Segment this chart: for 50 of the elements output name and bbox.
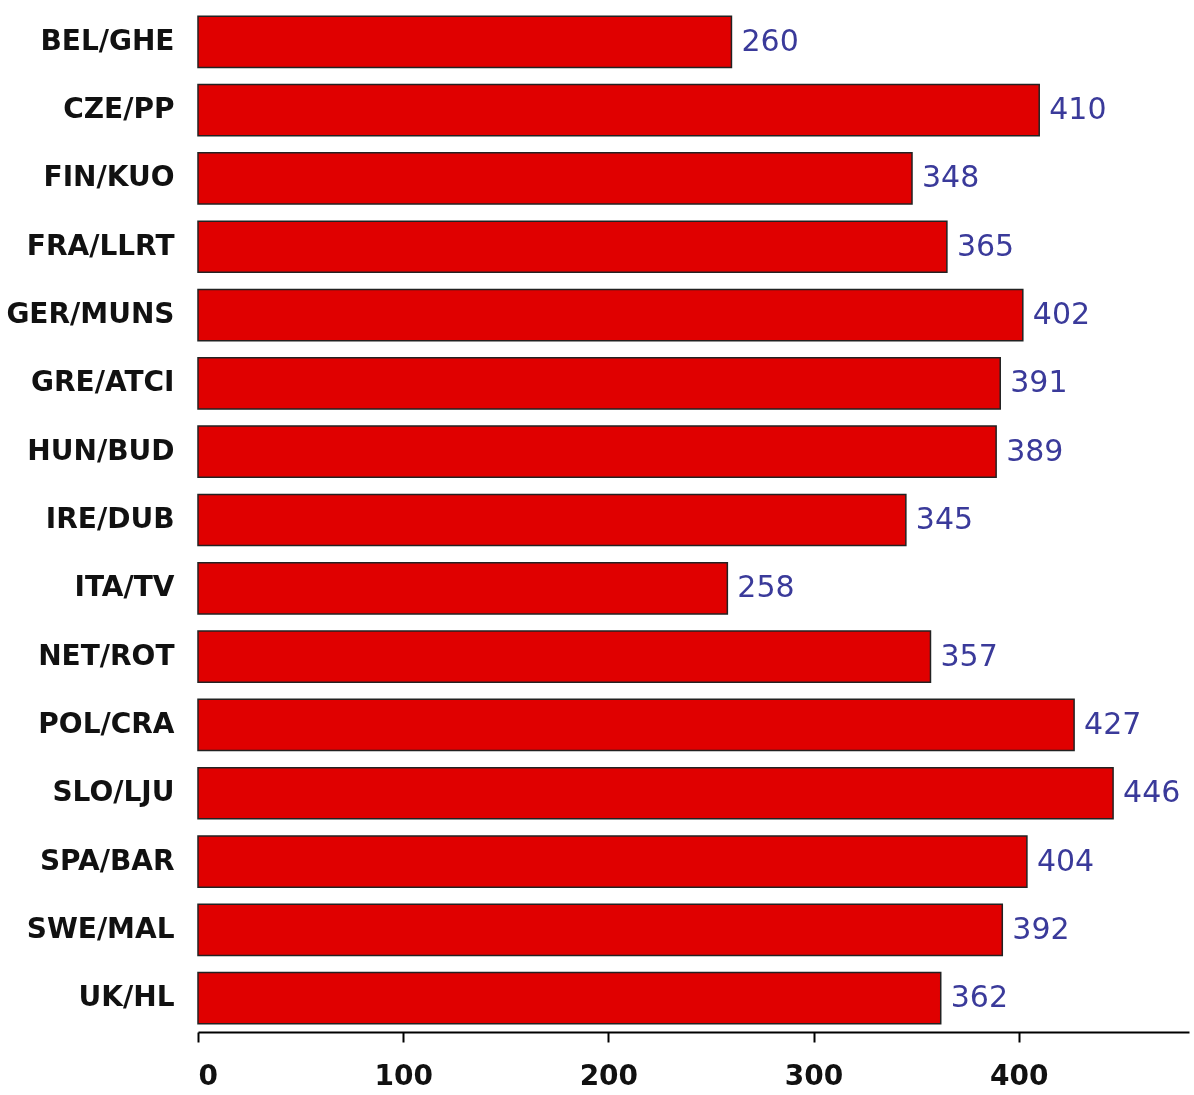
y-tick-label: FIN/KUO	[43, 160, 175, 194]
data-label: 427	[1084, 705, 1142, 741]
bar	[197, 903, 1004, 957]
data-label: 446	[1123, 774, 1181, 810]
y-tick-label: NET/ROT	[38, 638, 175, 672]
y-tick-label: IRE/DUB	[45, 502, 175, 535]
bar	[197, 971, 942, 1025]
y-tick-label: POL/CRA	[38, 706, 175, 740]
data-label: 392	[1012, 910, 1070, 946]
data-label: 404	[1036, 842, 1095, 878]
y-tick-label: ITA/TV	[74, 570, 175, 604]
bar	[197, 83, 1040, 137]
bar	[197, 630, 932, 683]
data-label: 258	[737, 569, 795, 605]
bar	[197, 220, 948, 274]
bar	[197, 15, 733, 69]
data-label: 362	[950, 979, 1008, 1015]
x-tick-label: 300	[784, 1058, 844, 1092]
data-label: 365	[956, 227, 1015, 263]
bar	[197, 561, 729, 615]
data-label: 402	[1032, 296, 1091, 332]
data-label: 345	[915, 501, 974, 536]
y-tick-label: HUN/BUD	[27, 433, 175, 467]
y-tick-label: SPA/BAR	[39, 843, 175, 877]
bar	[197, 698, 1075, 752]
bar	[197, 425, 997, 479]
y-tick-label: CZE/PP	[63, 92, 175, 126]
y-tick-label: SWE/MAL	[26, 911, 175, 945]
x-tick-label: 200	[579, 1058, 639, 1092]
bar	[197, 152, 913, 205]
y-tick-label: GER/MUNS	[6, 297, 175, 331]
x-tick-label: 400	[989, 1058, 1049, 1092]
bar	[197, 357, 1001, 410]
x-tick-label: 0	[198, 1058, 218, 1092]
data-label: 410	[1049, 91, 1107, 127]
bar	[197, 493, 907, 547]
bar	[197, 835, 1028, 888]
y-tick-label: GRE/ATCI	[31, 365, 175, 399]
bar	[197, 288, 1024, 342]
data-label: 391	[1010, 364, 1068, 400]
y-tick-label: SLO/LJU	[52, 775, 175, 809]
y-tick-label: FRA/LLRT	[26, 228, 175, 262]
data-label: 348	[922, 159, 980, 195]
y-tick-label: UK/HL	[78, 980, 175, 1014]
data-label: 389	[1006, 432, 1064, 468]
data-label: 357	[940, 637, 998, 673]
bar	[197, 766, 1114, 820]
y-tick-label: BEL/GHE	[40, 23, 175, 57]
data-label: 260	[741, 22, 799, 58]
x-tick-label: 100	[374, 1058, 433, 1092]
